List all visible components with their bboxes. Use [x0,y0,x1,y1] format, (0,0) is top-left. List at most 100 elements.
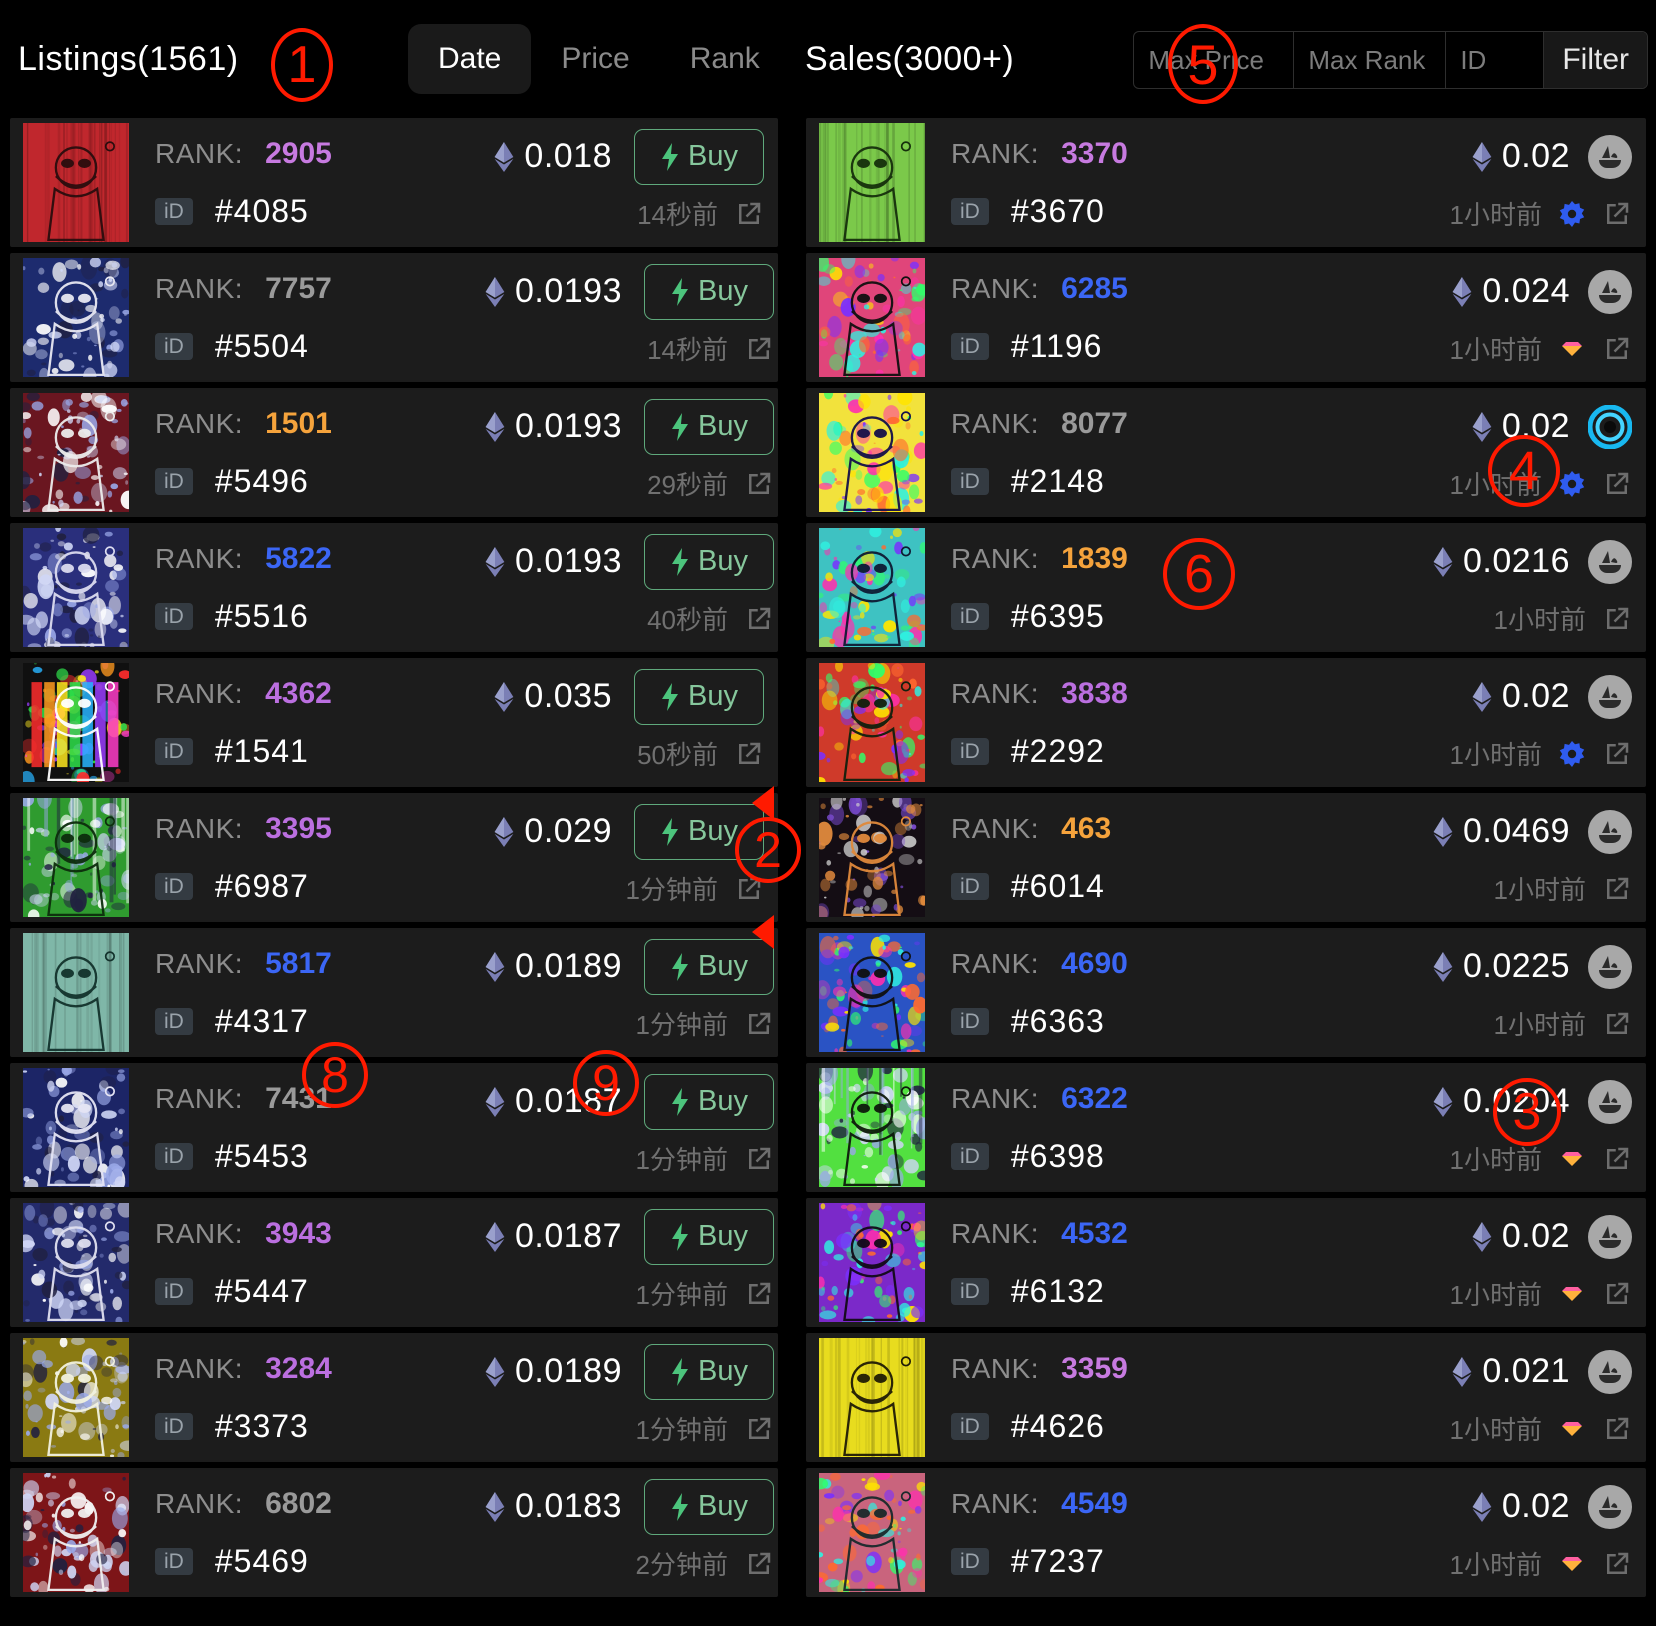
buy-button[interactable]: Buy [644,533,774,590]
buy-button[interactable]: Buy [644,938,774,995]
listing-row[interactable]: RANK: 5822 iD #5516 0.0193 Buy 40秒前 [10,523,778,652]
nft-thumbnail[interactable] [819,663,925,782]
opensea-icon[interactable] [1588,674,1632,719]
listing-row[interactable]: RANK: 6802 iD #5469 0.0183 Buy 2分钟前 [10,1468,778,1597]
max-price-input[interactable] [1134,32,1295,88]
nft-thumbnail[interactable] [23,1473,129,1592]
buy-button[interactable]: Buy [634,668,764,725]
sale-row[interactable]: RANK: 6322 iD #6398 0.0204 1小时前 [806,1063,1646,1192]
external-link-icon[interactable] [744,1009,774,1039]
buy-button[interactable]: Buy [644,263,774,320]
sale-row[interactable]: RANK: 6285 iD #1196 0.024 1小时前 [806,253,1646,382]
sale-row[interactable]: RANK: 8077 iD #2148 0.02 1小时前 [806,388,1646,517]
listing-row[interactable]: RANK: 1501 iD #5496 0.0193 Buy 29秒前 [10,388,778,517]
external-link-icon[interactable] [1602,469,1632,499]
external-link-icon[interactable] [1602,1414,1632,1444]
external-link-icon[interactable] [734,739,764,769]
opensea-icon[interactable] [1588,809,1632,854]
external-link-icon[interactable] [744,604,774,634]
nft-meta: RANK: 6322 iD #6398 [951,1070,1281,1186]
max-rank-input[interactable] [1294,32,1447,88]
external-link-icon[interactable] [1602,604,1632,634]
buy-button[interactable]: Buy [644,1073,774,1130]
external-link-icon[interactable] [1602,334,1632,364]
nft-thumbnail[interactable] [23,528,129,647]
external-link-icon[interactable] [1602,199,1632,229]
external-link-icon[interactable] [744,334,774,364]
rank-line: RANK: 4532 [951,1205,1281,1263]
external-link-icon[interactable] [744,1144,774,1174]
nft-meta: RANK: 4532 iD #6132 [951,1205,1281,1321]
external-link-icon[interactable] [734,874,764,904]
sale-row[interactable]: RANK: 3359 iD #4626 0.021 1小时前 [806,1333,1646,1462]
listing-row[interactable]: RANK: 7431 iD #5453 0.0187 Buy 1分钟前 [10,1063,778,1192]
blue-badge-icon [1559,470,1585,497]
sale-row[interactable]: RANK: 3370 iD #3670 0.02 1小时前 [806,118,1646,247]
buy-button[interactable]: Buy [634,128,764,185]
nft-thumbnail[interactable] [23,1068,129,1187]
external-link-icon[interactable] [744,1279,774,1309]
listing-row[interactable]: RANK: 4362 iD #1541 0.035 Buy 50秒前 [10,658,778,787]
opensea-icon[interactable] [1588,269,1632,314]
buy-button[interactable]: Buy [644,1208,774,1265]
listing-row[interactable]: RANK: 2905 iD #4085 0.018 Buy 14秒前 [10,118,778,247]
sale-row[interactable]: RANK: 4690 iD #6363 0.0225 1小时前 [806,928,1646,1057]
nft-thumbnail[interactable] [819,258,925,377]
opensea-icon[interactable] [1588,1079,1632,1124]
nft-thumbnail[interactable] [23,1338,129,1457]
buy-button[interactable]: Buy [644,1343,774,1400]
external-link-icon[interactable] [744,1549,774,1579]
nft-thumbnail[interactable] [23,663,129,782]
nft-thumbnail[interactable] [819,393,925,512]
id-input[interactable] [1446,32,1545,88]
opensea-icon[interactable] [1588,1349,1632,1394]
nft-thumbnail[interactable] [819,798,925,917]
opensea-icon[interactable] [1588,539,1632,584]
nft-thumbnail[interactable] [819,933,925,1052]
sale-row[interactable]: RANK: 4532 iD #6132 0.02 1小时前 [806,1198,1646,1327]
nft-thumbnail[interactable] [23,393,129,512]
sale-row[interactable]: RANK: 1839 iD #6395 0.0216 1小时前 [806,523,1646,652]
opensea-icon[interactable] [1588,944,1632,989]
buy-button[interactable]: Buy [644,398,774,455]
external-link-icon[interactable] [734,199,764,229]
blur-icon[interactable] [1588,404,1632,449]
filter-button[interactable]: Filter [1544,32,1647,88]
nft-thumbnail[interactable] [23,798,129,917]
nft-thumbnail[interactable] [23,1203,129,1322]
listing-row[interactable]: RANK: 3943 iD #5447 0.0187 Buy 1分钟前 [10,1198,778,1327]
external-link-icon[interactable] [1602,739,1632,769]
listing-row[interactable]: RANK: 7757 iD #5504 0.0193 Buy 14秒前 [10,253,778,382]
tab-date[interactable]: Date [408,24,532,94]
external-link-icon[interactable] [1602,874,1632,904]
external-link-icon[interactable] [1602,1549,1632,1579]
external-link-icon[interactable] [1602,1009,1632,1039]
nft-thumbnail[interactable] [819,528,925,647]
nft-thumbnail[interactable] [819,1068,925,1187]
opensea-icon[interactable] [1588,134,1632,179]
external-link-icon[interactable] [744,469,774,499]
nft-thumbnail[interactable] [23,258,129,377]
external-link-icon[interactable] [1602,1144,1632,1174]
opensea-icon[interactable] [1588,1214,1632,1259]
listing-row[interactable]: RANK: 3284 iD #3373 0.0189 Buy 1分钟前 [10,1333,778,1462]
sale-row[interactable]: RANK: 3838 iD #2292 0.02 1小时前 [806,658,1646,787]
sale-row[interactable]: RANK: 463 iD #6014 0.0469 1小时前 [806,793,1646,922]
sale-row[interactable]: RANK: 4549 iD #7237 0.02 1小时前 [806,1468,1646,1597]
buy-button[interactable]: Buy [634,803,764,860]
nft-thumbnail[interactable] [819,1473,925,1592]
tab-price[interactable]: Price [561,42,630,75]
nft-thumbnail[interactable] [819,1203,925,1322]
listing-row[interactable]: RANK: 5817 iD #4317 0.0189 Buy 1分钟前 [10,928,778,1057]
nft-thumbnail[interactable] [23,933,129,1052]
external-link-icon[interactable] [1602,1279,1632,1309]
nft-thumbnail[interactable] [819,1338,925,1457]
id-line: iD #6363 [951,993,1281,1051]
opensea-icon[interactable] [1588,1484,1632,1529]
buy-button[interactable]: Buy [644,1478,774,1535]
external-link-icon[interactable] [744,1414,774,1444]
nft-thumbnail[interactable] [819,123,925,242]
listing-row[interactable]: RANK: 3395 iD #6987 0.029 Buy 1分钟前 [10,793,778,922]
tab-rank[interactable]: Rank [689,42,760,75]
nft-thumbnail[interactable] [23,123,129,242]
